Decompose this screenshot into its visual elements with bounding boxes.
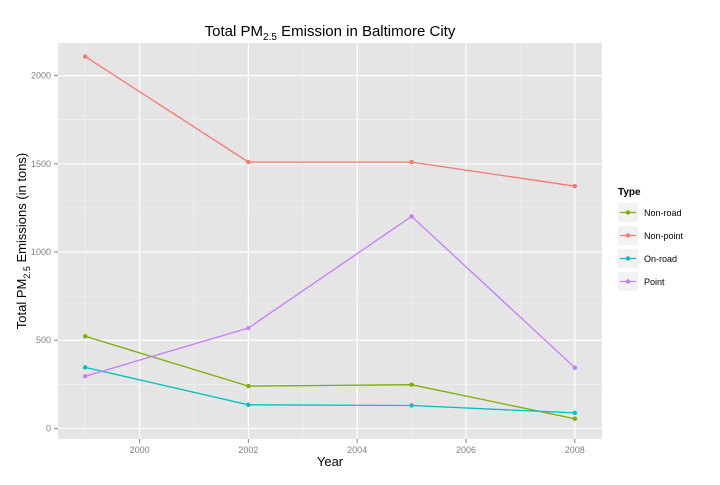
legend-label: Non-road <box>644 208 682 218</box>
x-tick-label: 2004 <box>347 445 367 455</box>
data-point-non-point <box>409 159 414 165</box>
x-tick-label: 2002 <box>238 445 258 455</box>
series-line-non-point <box>84 56 575 187</box>
series-on-road <box>83 365 577 416</box>
data-point-on-road <box>246 402 251 407</box>
x-tick-label: 2006 <box>456 445 476 455</box>
data-point-point <box>83 374 88 379</box>
data-point-non-point <box>246 159 251 165</box>
legend-key-point <box>625 233 631 238</box>
data-point-non-point <box>572 184 577 189</box>
legend-item-point: Point <box>618 272 665 291</box>
x-tick-label: 2000 <box>130 445 150 455</box>
y-tick-label: 500 <box>36 335 51 345</box>
major-gridlines <box>58 43 602 439</box>
data-point-point <box>409 214 414 219</box>
y-tick-label: 1000 <box>31 247 51 257</box>
minor-gridlines <box>58 43 602 439</box>
series-point <box>83 214 577 379</box>
legend-label: Point <box>644 277 665 287</box>
series-line-on-road <box>85 366 575 414</box>
axis-ticks: 2000 2002 2004 2006 2008 0 500 1000 1500 2000 <box>31 71 585 455</box>
legend-item-non-road: Non-road <box>618 203 682 222</box>
series-non-road <box>83 334 577 421</box>
legend: Type Non-road Non-point On-road Point <box>618 187 684 291</box>
data-point-non-road <box>572 416 577 421</box>
data-point-non-point <box>83 54 88 59</box>
plot-panel <box>58 43 602 439</box>
data-point-point <box>572 365 577 370</box>
y-tick-label: 0 <box>46 423 51 433</box>
legend-key-point <box>625 210 631 215</box>
y-tick-label: 2000 <box>31 71 51 81</box>
data-point-non-road <box>409 382 414 387</box>
series-layer <box>83 54 577 421</box>
x-axis-label: Year <box>317 454 344 469</box>
legend-item-on-road: On-road <box>618 249 677 268</box>
legend-item-non-point: Non-point <box>618 226 684 245</box>
legend-key-point <box>625 279 631 284</box>
chart-title: Total PM2.5 Emission in Baltimore City <box>205 23 456 43</box>
legend-label: On-road <box>644 254 677 264</box>
legend-label: Non-point <box>644 231 684 241</box>
legend-title: Type <box>618 187 641 198</box>
data-point-on-road <box>572 410 577 416</box>
y-tick-label: 1500 <box>31 159 51 169</box>
data-point-on-road <box>409 403 414 408</box>
series-line-point <box>85 215 576 377</box>
y-axis-label: Total PM2.5 Emissions (in tons) <box>14 153 32 330</box>
series-non-point <box>83 54 577 189</box>
data-point-on-road <box>83 365 88 370</box>
data-point-non-road <box>83 334 88 339</box>
data-point-point <box>246 325 251 331</box>
legend-key-point <box>625 256 631 261</box>
x-tick-label: 2008 <box>565 445 585 455</box>
series-line-non-road <box>85 335 575 420</box>
data-point-non-road <box>246 383 251 389</box>
